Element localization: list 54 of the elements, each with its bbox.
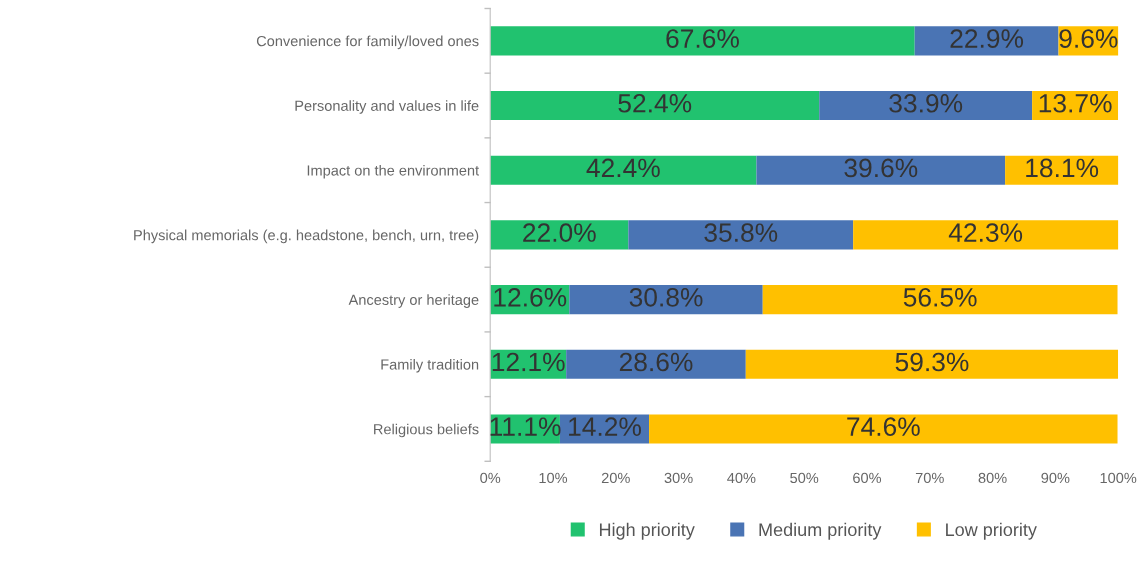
data-label: 42.3% bbox=[948, 223, 1023, 242]
legend-label: Medium priority bbox=[759, 522, 882, 540]
bar bbox=[569, 285, 763, 315]
x-tick-label: 0% bbox=[480, 472, 501, 484]
data-label: 18.1% bbox=[1026, 158, 1099, 178]
x-tick-label: 70% bbox=[915, 472, 944, 484]
data-label: 12.1% bbox=[492, 352, 565, 372]
bar bbox=[566, 349, 746, 379]
data-label: 52.4% bbox=[618, 93, 692, 113]
x-tick-label: 80% bbox=[978, 472, 1007, 484]
bar bbox=[649, 414, 1118, 444]
bar bbox=[628, 220, 854, 250]
legend-label: High priority bbox=[599, 522, 695, 540]
data-label: 28.6% bbox=[619, 352, 693, 372]
x-tick-label: 30% bbox=[664, 472, 693, 484]
bar bbox=[745, 349, 1119, 379]
y-tick-label: Family tradition bbox=[381, 358, 479, 373]
data-label: 67.6% bbox=[666, 29, 739, 48]
data-label: 12.6% bbox=[494, 287, 567, 307]
bar bbox=[914, 26, 1059, 56]
data-label: 35.8% bbox=[704, 223, 778, 242]
y-tick-label: Religious beliefs bbox=[374, 423, 479, 438]
data-label: 13.7% bbox=[1039, 93, 1112, 113]
legend-label: Low priority bbox=[946, 522, 1037, 540]
bar bbox=[490, 90, 820, 121]
data-label: 30.8% bbox=[629, 287, 703, 307]
y-tick-label: Physical memorials (e.g. headstone, bench, urn, tree) bbox=[134, 229, 479, 244]
data-label: 59.3% bbox=[895, 352, 969, 372]
x-tick-label: 90% bbox=[1041, 472, 1070, 484]
y-tick-label: Impact on the environment bbox=[307, 164, 479, 179]
x-tick-label: 50% bbox=[790, 472, 819, 484]
y-tick-label: Ancestry or heritage bbox=[348, 294, 479, 308]
bar bbox=[490, 155, 757, 185]
data-label: 42.4% bbox=[586, 158, 660, 178]
x-tick-label: 40% bbox=[727, 472, 756, 484]
bar bbox=[762, 285, 1118, 315]
x-tick-label: 100% bbox=[1100, 472, 1137, 484]
data-label: 22.9% bbox=[950, 29, 1024, 48]
x-tick-label: 20% bbox=[601, 472, 630, 484]
bar bbox=[853, 220, 1119, 250]
bar bbox=[756, 155, 1006, 185]
y-tick-label: Personality and values in life bbox=[295, 100, 479, 114]
data-label: 74.6% bbox=[847, 417, 920, 437]
bar bbox=[490, 26, 915, 56]
y-tick-label: Convenience for family/loved ones bbox=[256, 35, 479, 50]
bar bbox=[819, 90, 1033, 121]
data-label: 33.9% bbox=[889, 93, 963, 113]
data-label: 22.0% bbox=[523, 223, 596, 242]
data-label: 14.2% bbox=[569, 417, 641, 436]
data-label: 56.5% bbox=[903, 287, 977, 307]
data-label: 9.6% bbox=[1059, 29, 1118, 48]
data-label: 39.6% bbox=[844, 158, 918, 178]
x-tick-label: 10% bbox=[539, 472, 568, 484]
x-tick-label: 60% bbox=[853, 472, 882, 484]
